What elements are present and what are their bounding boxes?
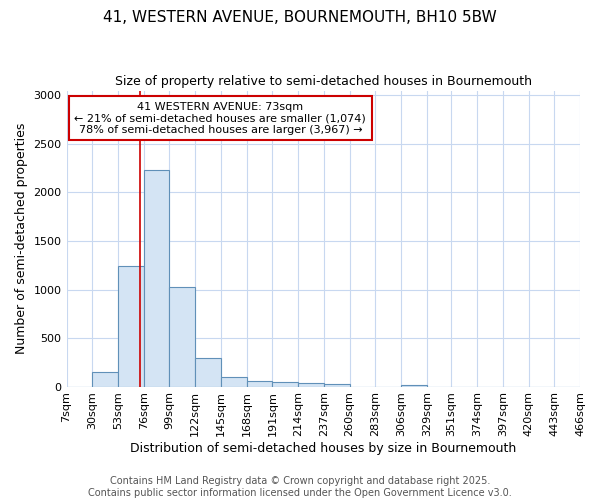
Bar [247,381,272,386]
Title: Size of property relative to semi-detached houses in Bournemouth: Size of property relative to semi-detach… [115,75,532,88]
Text: 41 WESTERN AVENUE: 73sqm
← 21% of semi-detached houses are smaller (1,074)
78% o: 41 WESTERN AVENUE: 73sqm ← 21% of semi-d… [74,102,366,135]
Text: 41, WESTERN AVENUE, BOURNEMOUTH, BH10 5BW: 41, WESTERN AVENUE, BOURNEMOUTH, BH10 5B… [103,10,497,25]
Bar [169,286,195,386]
Bar [92,372,118,386]
Bar [221,377,247,386]
X-axis label: Distribution of semi-detached houses by size in Bournemouth: Distribution of semi-detached houses by … [130,442,517,455]
Bar [144,170,169,386]
Text: Contains HM Land Registry data © Crown copyright and database right 2025.
Contai: Contains HM Land Registry data © Crown c… [88,476,512,498]
Bar [118,266,144,386]
Bar [195,358,221,386]
Bar [298,383,324,386]
Bar [324,384,350,386]
Y-axis label: Number of semi-detached properties: Number of semi-detached properties [15,123,28,354]
Bar [272,382,298,386]
Bar [401,384,427,386]
